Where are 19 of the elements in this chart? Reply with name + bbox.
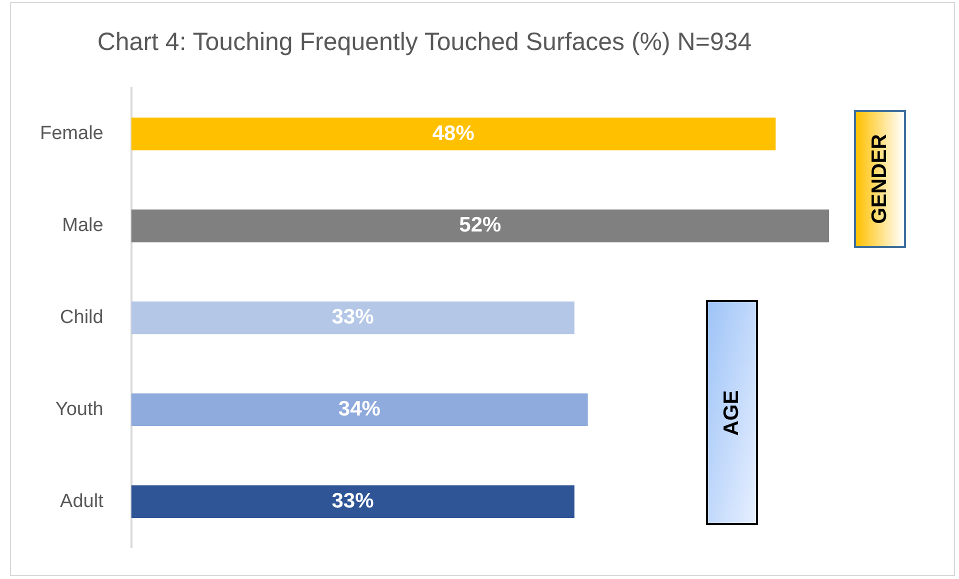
chart-title: Chart 4: Touching Frequently Touched Surfaces (%) N=934 bbox=[97, 28, 752, 56]
annotation: AGE bbox=[720, 390, 744, 436]
data-label: 34% bbox=[338, 398, 381, 421]
y-tick-label: Male bbox=[62, 215, 104, 236]
data-label: 33% bbox=[332, 489, 374, 512]
bar bbox=[131, 118, 776, 150]
y-tick-label: Youth bbox=[55, 398, 104, 420]
bar bbox=[131, 485, 574, 518]
label-box: GENDER bbox=[854, 110, 906, 248]
y-tick-label: Child bbox=[60, 307, 104, 328]
y-tick-label: Adult bbox=[60, 490, 104, 512]
data-label: 33% bbox=[332, 306, 374, 329]
bar bbox=[131, 393, 588, 426]
bar bbox=[131, 210, 829, 242]
y-tick-label: Female bbox=[40, 123, 104, 144]
label-box: AGE bbox=[706, 300, 758, 525]
data-label: 52% bbox=[459, 214, 502, 237]
data-label: 48% bbox=[432, 122, 475, 145]
bar bbox=[131, 301, 574, 334]
